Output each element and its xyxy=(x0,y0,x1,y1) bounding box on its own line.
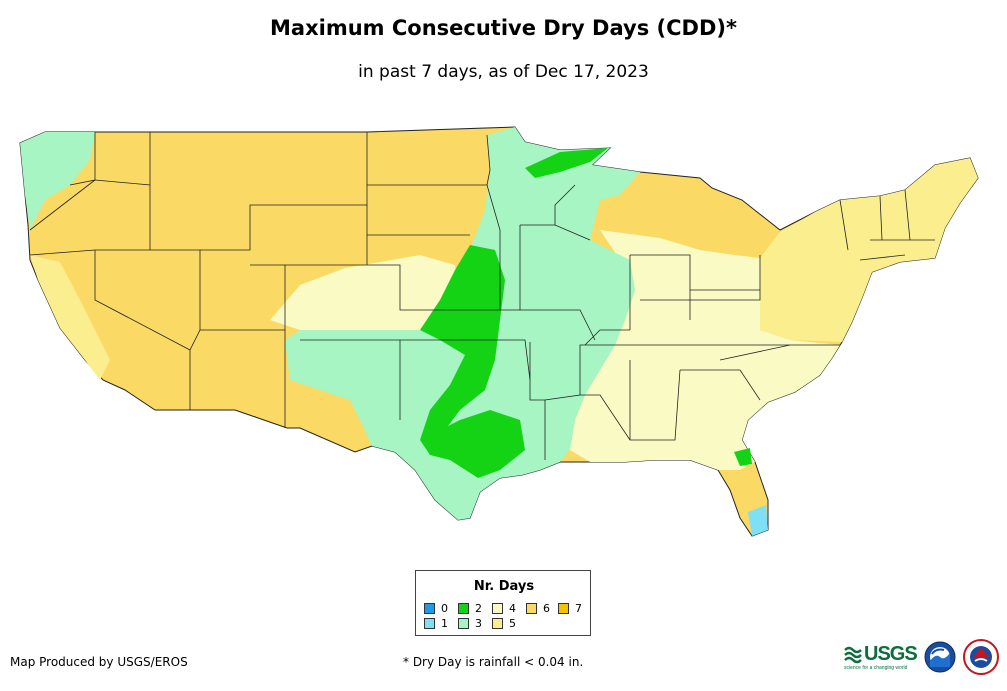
legend-label-2: 2 xyxy=(475,602,482,615)
legend-label-7: 7 xyxy=(575,602,582,615)
legend-swatch-4 xyxy=(492,603,503,614)
legend-title: Nr. Days xyxy=(473,579,535,594)
legend: Nr. Days 0 1 2 3 4 5 6 7 xyxy=(415,570,591,636)
zone-plains-4 xyxy=(270,255,460,330)
zone-northeast-5 xyxy=(760,158,978,342)
legend-item-0: 0 xyxy=(424,603,448,615)
legend-label-5: 5 xyxy=(509,617,516,630)
legend-label-6: 6 xyxy=(543,602,550,615)
legend-swatch-7 xyxy=(558,603,569,614)
usgs-wave-icon xyxy=(844,646,862,663)
zone-east-4 xyxy=(570,230,840,470)
legend-item-1: 1 xyxy=(424,618,448,630)
legend-label-4: 4 xyxy=(509,602,516,615)
state-borders xyxy=(29,132,935,460)
legend-label-0: 0 xyxy=(441,602,448,615)
map-credit: Map Produced by USGS/EROS xyxy=(10,655,188,669)
legend-label-3: 3 xyxy=(475,617,482,630)
us-cdd-map xyxy=(19,126,979,537)
usgs-logo-text: USGS xyxy=(864,643,918,665)
legend-item-5: 5 xyxy=(492,618,516,630)
noaa-logo-icon xyxy=(924,641,956,673)
zone-florida-1 xyxy=(748,505,768,536)
legend-item-4: 4 xyxy=(492,603,516,615)
legend-swatch-1 xyxy=(424,618,435,629)
zone-plains-2 xyxy=(420,245,505,440)
legend-item-6: 6 xyxy=(526,603,550,615)
zone-texas-2 xyxy=(420,410,525,478)
legend-label-1: 1 xyxy=(441,617,448,630)
usgs-logo: USGS science for a changing world xyxy=(844,643,918,671)
legend-item-3: 3 xyxy=(458,618,482,630)
zone-pnw-3 xyxy=(20,132,95,230)
map-subtitle: in past 7 days, as of Dec 17, 2023 xyxy=(358,62,649,82)
legend-swatch-0 xyxy=(424,603,435,614)
legend-swatch-2 xyxy=(458,603,469,614)
legend-swatch-5 xyxy=(492,618,503,629)
legend-item-2: 2 xyxy=(458,603,482,615)
legend-swatch-6 xyxy=(526,603,537,614)
zone-florida-2 xyxy=(734,448,752,466)
zone-california-5 xyxy=(30,255,110,380)
legend-item-7: 7 xyxy=(558,603,582,615)
usgs-tagline: science for a changing world xyxy=(844,665,908,671)
dry-day-footnote: * Dry Day is rainfall < 0.04 in. xyxy=(403,655,584,669)
map-title: Maximum Consecutive Dry Days (CDD)* xyxy=(270,16,737,40)
nws-logo-icon xyxy=(963,639,999,675)
legend-swatch-3 xyxy=(458,618,469,629)
zone-minnesota-2 xyxy=(525,148,608,178)
